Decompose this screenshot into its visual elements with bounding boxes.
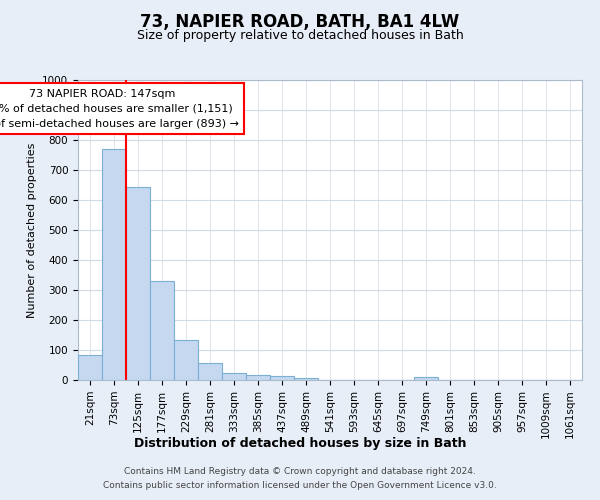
Text: Contains public sector information licensed under the Open Government Licence v3: Contains public sector information licen… <box>103 481 497 490</box>
Text: 73, NAPIER ROAD, BATH, BA1 4LW: 73, NAPIER ROAD, BATH, BA1 4LW <box>140 12 460 30</box>
Bar <box>414 377 438 380</box>
Bar <box>222 373 246 380</box>
Bar <box>126 186 150 380</box>
Text: Contains HM Land Registry data © Crown copyright and database right 2024.: Contains HM Land Registry data © Crown c… <box>124 468 476 476</box>
Bar <box>270 376 294 380</box>
Bar <box>174 340 198 380</box>
Bar <box>198 362 222 380</box>
Text: Size of property relative to detached houses in Bath: Size of property relative to detached ho… <box>137 29 463 42</box>
Bar <box>246 374 270 380</box>
Y-axis label: Number of detached properties: Number of detached properties <box>26 142 37 318</box>
Text: 73 NAPIER ROAD: 147sqm
← 56% of detached houses are smaller (1,151)
43% of semi-: 73 NAPIER ROAD: 147sqm ← 56% of detached… <box>0 89 239 128</box>
Bar <box>150 281 174 380</box>
Bar <box>294 378 318 380</box>
Bar <box>102 149 126 380</box>
Bar <box>78 355 102 380</box>
Text: Distribution of detached houses by size in Bath: Distribution of detached houses by size … <box>134 438 466 450</box>
